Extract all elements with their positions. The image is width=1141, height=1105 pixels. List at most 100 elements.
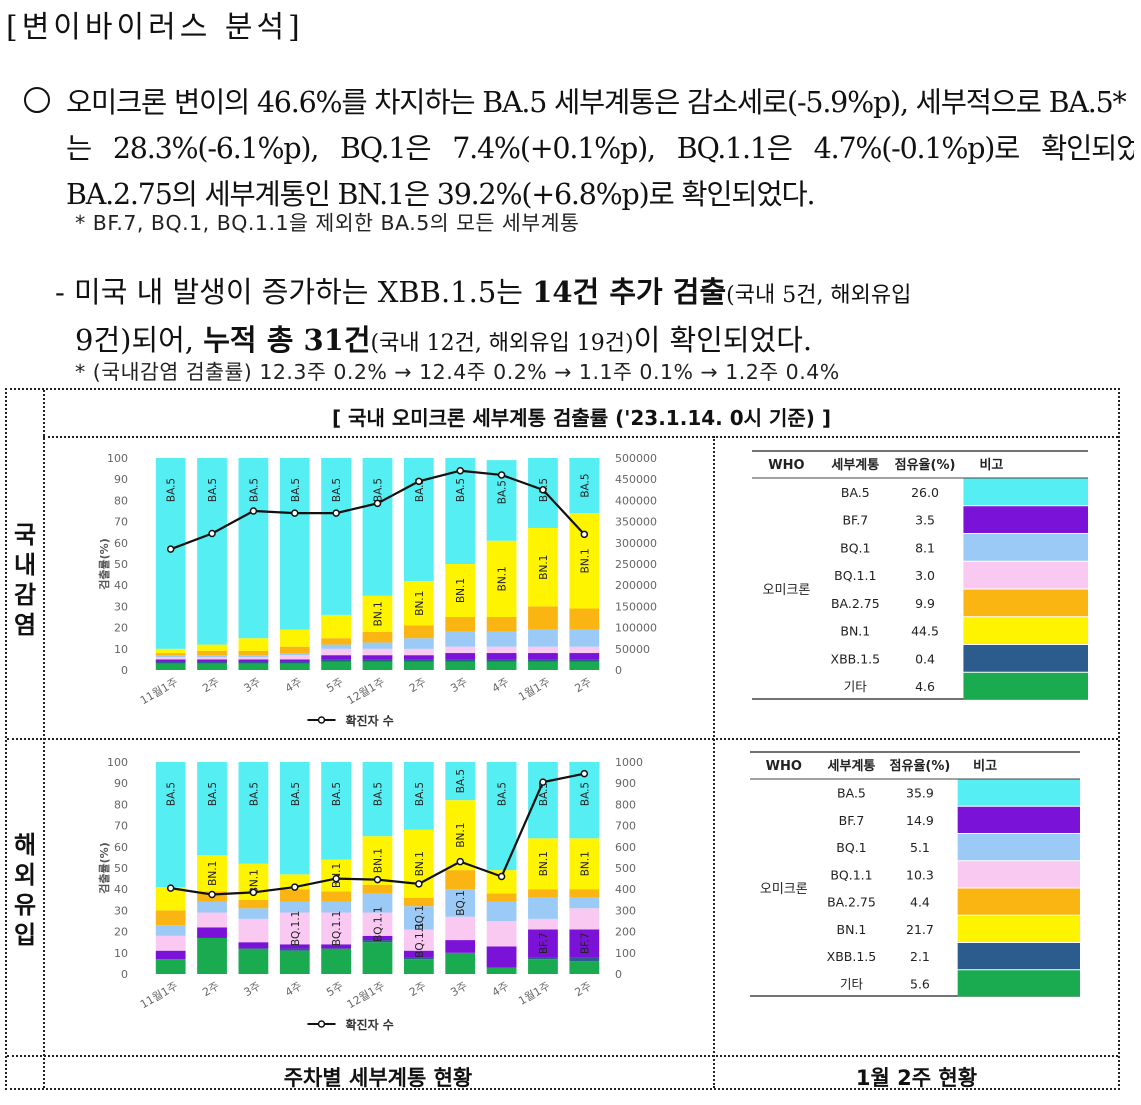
bar-segment: [362, 458, 393, 596]
bar-segment: [321, 458, 352, 615]
bar-segment: [279, 762, 310, 875]
line-point: [580, 769, 589, 778]
bar-label: BA.5: [290, 478, 302, 502]
overseas-share-table: WHO 세부계통 점유율(%) 비고 오미크론 BA.5 35.9 BF.7 14.9 BQ.1 5…: [750, 751, 1080, 997]
bar-label: BA.5: [414, 782, 426, 806]
bar-segment: [362, 893, 393, 913]
bar-label: BN.1: [579, 851, 591, 876]
bar-segment: [155, 657, 186, 660]
bar-label: BF.7: [579, 932, 591, 954]
y2-tick-label: 500: [615, 862, 636, 875]
summary-line-3: BA.2.75의 세부계통인 BN.1은 39.2%(+6.8%p)로 확인되었…: [66, 178, 816, 211]
y2-tick-label: 500000: [615, 452, 657, 465]
y-tick-label: 10: [114, 947, 128, 960]
bar-segment: [486, 967, 517, 974]
x-tick-label: 4주: [283, 675, 304, 695]
bar-segment: [321, 912, 352, 945]
footer-left: 주차별 세부계통 현황: [283, 1066, 473, 1090]
table-lineage-cell: BQ.1.1: [834, 568, 876, 583]
table-color-swatch: [963, 617, 1088, 644]
bar-segment: [362, 648, 393, 656]
x-tick-label: 2주: [200, 675, 221, 695]
bar-segment: [155, 959, 186, 974]
table-lineage-cell: BA.2.75: [827, 895, 876, 910]
bar-segment: [279, 661, 310, 664]
bar-segment: [528, 889, 558, 898]
bar-segment: [279, 646, 310, 654]
table-share-cell: 10.3: [906, 867, 934, 882]
bar-segment: [569, 838, 600, 890]
bar-segment: [155, 661, 186, 664]
bar-segment: [279, 889, 310, 902]
y-tick-label: 90: [114, 777, 128, 790]
bar-segment: [362, 631, 393, 643]
bar-segment: [528, 653, 558, 660]
line-point: [166, 884, 175, 892]
bar-segment: [528, 606, 558, 630]
bar-segment: [321, 762, 352, 860]
bar-segment: [528, 929, 558, 958]
bar-label: BQ.1.1: [290, 911, 302, 947]
table-lineage-cell: BQ.1: [840, 540, 870, 555]
table-lineage-cell: 기타: [844, 679, 868, 694]
y-tick-label: 80: [114, 798, 128, 811]
bar-segment: [569, 629, 600, 647]
table-color-swatch: [957, 888, 1080, 915]
bar-label: BN.1: [373, 601, 385, 626]
xbb-text-2c: (국내 12건, 해외유입 19건): [370, 331, 634, 356]
x-tick-label: 3주: [448, 675, 469, 695]
bar-label: BN.1: [538, 555, 550, 580]
bar-segment: [486, 617, 517, 632]
bar-segment: [569, 659, 600, 662]
summary-line-1: 오미크론 변이의 46.6%를 차지하는 BA.5 세부계통은 감소세로(-5.…: [66, 86, 1127, 119]
y2-tick-label: 300: [615, 904, 636, 917]
bar-label: BA.5: [290, 782, 302, 806]
bar-segment: [445, 631, 476, 647]
bar-segment: [197, 655, 227, 658]
bar-segment: [155, 935, 186, 951]
bar-segment: [528, 629, 558, 647]
x-tick-label: 3주: [242, 675, 263, 695]
bar-segment: [279, 655, 310, 660]
line-point: [373, 875, 382, 884]
table-share-cell: 21.7: [906, 922, 934, 937]
bar-segment: [486, 946, 517, 968]
bar-segment: [238, 942, 269, 949]
table-color-swatch: [957, 861, 1080, 888]
table-share-cell: 35.9: [906, 786, 934, 801]
bar-segment: [569, 889, 600, 898]
table-lineage-cell: BF.7: [839, 813, 865, 828]
bar-label: BA.5: [331, 478, 343, 502]
bar-segment: [403, 661, 434, 670]
bar-segment: [569, 961, 600, 974]
y-tick-label: 70: [114, 516, 128, 529]
table-share-cell: 9.9: [915, 596, 935, 611]
domestic-share-table: WHO 세부계통 점유율(%) 비고 오미크론 BA.5 26.0 BF.7 3.5 BQ.1 8.…: [752, 450, 1088, 700]
domestic-chart: 0 10 20 30 40 50 60 70 80 90 100 0 50000 100000 150000…: [97, 452, 657, 728]
bar-segment: [486, 661, 517, 670]
bar-segment: [197, 661, 227, 664]
table-color-swatch: [963, 672, 1088, 700]
bar-segment: [362, 942, 393, 974]
bar-segment: [321, 644, 352, 649]
bar-label: BA.5: [455, 478, 467, 502]
table-lineage-cell: BA.5: [837, 786, 866, 801]
bar-segment: [321, 659, 352, 662]
bar-segment: [486, 870, 517, 894]
table-color-swatch: [963, 506, 1088, 533]
xbb-text-1a: - 미국 내 발생이 증가하는 XBB.1.5는: [55, 275, 533, 309]
bar-segment: [445, 653, 476, 660]
bar-segment: [279, 948, 310, 951]
bar-label: BA.5: [455, 769, 467, 793]
bar-segment: [197, 644, 227, 651]
line-point: [580, 530, 589, 539]
divider-h3: [7, 1055, 1118, 1057]
divider-h2: [7, 738, 1118, 740]
table-share-cell: 3.0: [915, 568, 935, 583]
line-point: [497, 471, 506, 479]
table-header-cell: 세부계통: [831, 458, 879, 473]
line-point: [332, 509, 340, 517]
line-point: [456, 857, 464, 866]
bar-segment: [569, 897, 600, 909]
bar-label: BN.1: [579, 548, 591, 573]
